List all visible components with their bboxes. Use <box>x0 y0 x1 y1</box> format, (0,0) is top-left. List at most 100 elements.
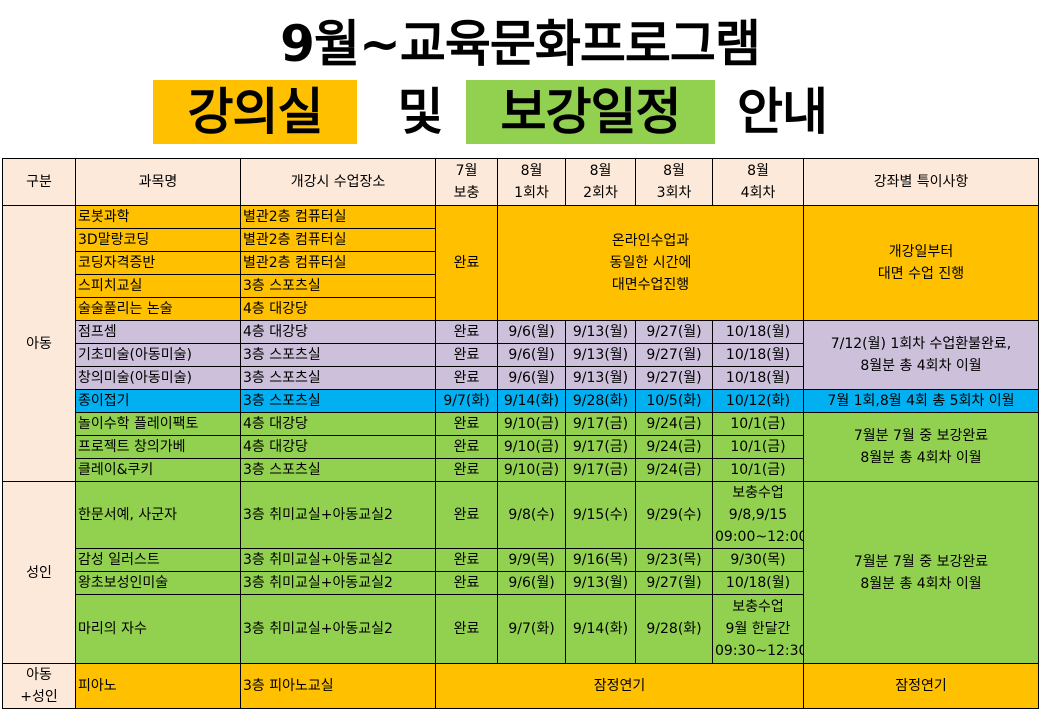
table-cell: 9/17(금) <box>565 435 636 459</box>
table-cell: 9/13(월) <box>565 343 636 367</box>
table-cell: 10/18(월) <box>712 571 804 595</box>
table-cell: 9/14(화) <box>565 594 636 664</box>
table-cell: 10/1(금) <box>712 435 804 459</box>
table-cell: 8월 3회차 <box>635 158 713 206</box>
title-text: 및 <box>397 83 444 141</box>
table-cell: 3층 피아노교실 <box>240 663 436 709</box>
table-cell: 9/28(화) <box>565 389 636 413</box>
table-cell: 9/17(금) <box>565 458 636 482</box>
table-cell: 3층 취미교실+아동교실2 <box>240 481 436 549</box>
table-cell: 3층 스포츠실 <box>240 274 436 298</box>
table-cell: 7월 1회,8월 4회 총 5회차 이월 <box>803 389 1039 413</box>
title-text: 안내 <box>737 83 828 141</box>
table-cell: 개강일부터 대면 수업 진행 <box>803 205 1039 321</box>
table-row: 술술풀리는 논술 4층 대강당 <box>3 297 1039 321</box>
table-cell: 완료 <box>435 594 498 664</box>
table-cell: 한문서예, 사군자 <box>75 481 241 549</box>
table-cell: 10/5(화) <box>635 389 713 413</box>
table-cell: 9/13(월) <box>565 320 636 344</box>
table-cell: 9/10(금) <box>497 458 566 482</box>
title: 9월~교육문화프로그램 <box>280 15 761 73</box>
title-highlight: 보강일정 <box>466 80 715 144</box>
table-cell: 3D말랑코딩 <box>75 228 241 252</box>
table-cell: 3층 취미교실+아동교실2 <box>240 571 436 595</box>
table-cell: 9/27(월) <box>635 343 713 367</box>
table-cell: 9/17(금) <box>565 412 636 436</box>
table-cell: 9/27(월) <box>635 320 713 344</box>
table-cell: 9/6(월) <box>497 571 566 595</box>
table-cell: 프로젝트 창의가베 <box>75 435 241 459</box>
table-cell: 잠정연기 <box>803 663 1039 709</box>
table-cell: 창의미술(아동미술) <box>75 366 241 390</box>
table-cell: 9/27(월) <box>635 571 713 595</box>
table-cell: 온라인수업과 동일한 시간에 대면수업진행 <box>497 205 804 321</box>
table-cell: 7/12(월) 1회차 수업환불완료, 8월분 총 4회차 이월 <box>803 320 1039 390</box>
table-cell: 4층 대강당 <box>240 297 436 321</box>
table-cell: 10/18(월) <box>712 366 804 390</box>
table-row: 기초미술(아동미술) 3층 스포츠실 완료 9/6(월) 9/13(월) 9/27(월) 1… <box>3 343 1039 367</box>
table-cell: 3층 스포츠실 <box>240 343 436 367</box>
table-cell: 별관2층 컴퓨터실 <box>240 228 436 252</box>
table-cell: 점프셈 <box>75 320 241 344</box>
table-cell: 9/9(목) <box>497 548 566 572</box>
table-cell: 9/16(목) <box>565 548 636 572</box>
table-cell: 별관2층 컴퓨터실 <box>240 205 436 229</box>
table-cell: 10/1(금) <box>712 412 804 436</box>
table-cell: 9/6(월) <box>497 343 566 367</box>
table-cell: 보충수업 9월 한달간 09:30~12:30 <box>712 594 804 664</box>
table-cell: 마리의 자수 <box>75 594 241 664</box>
table-cell: 4층 대강당 <box>240 412 436 436</box>
table-cell: 보충수업 9/8,9/15 09:00~12:00 <box>712 481 804 549</box>
table-cell: 3층 스포츠실 <box>240 366 436 390</box>
table-cell: 4층 대강당 <box>240 320 436 344</box>
table-cell: 종이접기 <box>75 389 241 413</box>
table-row: 마리의 자수 3층 취미교실+아동교실2 완료 9/7(화) 9/14(화) 9/28(화… <box>3 594 1039 664</box>
table-cell: 스피치교실 <box>75 274 241 298</box>
table-cell: 술술풀리는 논술 <box>75 297 241 321</box>
table-row: 스피치교실 3층 스포츠실 <box>3 274 1039 298</box>
table-cell: 9/30(목) <box>712 548 804 572</box>
table-cell: 8월 2회차 <box>565 158 636 206</box>
table-row: 아동 로봇과학 별관2층 컴퓨터실 완료 온라인수업과 동일한 시간에 대면수업진행 개강… <box>2 205 1039 482</box>
table-row: 성인 한문서예, 사군자 3층 취미교실+아동교실2 완료 9/8(수) 9/15(수) 9… <box>2 481 1039 664</box>
table-cell: 9/15(수) <box>565 481 636 549</box>
table-cell: 클레이&쿠키 <box>75 458 241 482</box>
table-cell: 9/28(화) <box>635 594 713 664</box>
table-row: 아동 +성인 피아노 3층 피아노교실 잠정연기 잠정연기 <box>2 663 1039 709</box>
table-cell: 구분 <box>2 158 76 206</box>
table-cell: 완료 <box>435 481 498 549</box>
table-cell: 코딩자격증반 <box>75 251 241 275</box>
table-cell: 3층 스포츠실 <box>240 389 436 413</box>
table-cell: 10/18(월) <box>712 343 804 367</box>
table-cell: 로봇과학 <box>75 205 241 229</box>
table-cell: 완료 <box>435 412 498 436</box>
table-cell: 완료 <box>435 435 498 459</box>
table-cell: 기초미술(아동미술) <box>75 343 241 367</box>
table-row: 종이접기 3층 스포츠실 9/7(화) 9/14(화) 9/28(화) 10/5(화) 10… <box>3 389 1039 413</box>
table-cell: 완료 <box>435 205 498 321</box>
table-row: 왕초보성인미술 3층 취미교실+아동교실2 완료 9/6(월) 9/13(월) 9/27(… <box>3 571 1039 595</box>
table-cell: 9/10(금) <box>497 412 566 436</box>
table-cell: 개강시 수업장소 <box>240 158 436 206</box>
table-cell: 9/6(월) <box>497 366 566 390</box>
table-row: 점프셈 4층 대강당 완료 9/6(월) 9/13(월) 9/27(월) 10/18(월) 7… <box>3 320 1039 390</box>
table-cell: 9/24(금) <box>635 435 713 459</box>
table-cell: 4층 대강당 <box>240 435 436 459</box>
table-cell: 3층 스포츠실 <box>240 458 436 482</box>
table-cell: 7월분 7월 중 보강완료 8월분 총 4회차 이월 <box>803 481 1039 664</box>
table-cell: 완료 <box>435 320 498 344</box>
table-cell: 9/24(금) <box>635 412 713 436</box>
table-row: 놀이수학 플레이팩토 4층 대강당 완료 9/10(금) 9/17(금) 9/24(금) 1… <box>3 412 1039 482</box>
table-cell: 왕초보성인미술 <box>75 571 241 595</box>
table-cell: 8월 4회차 <box>712 158 804 206</box>
table-cell: 9/27(월) <box>635 366 713 390</box>
table-cell: 완료 <box>435 548 498 572</box>
table-cell: 완료 <box>435 458 498 482</box>
table-cell: 9/24(금) <box>635 458 713 482</box>
table-cell: 성인 <box>2 481 76 664</box>
table-cell: 9/10(금) <box>497 435 566 459</box>
table-cell: 3층 취미교실+아동교실2 <box>240 594 436 664</box>
table-cell: 완료 <box>435 366 498 390</box>
title-highlight: 강의실 <box>153 80 357 144</box>
